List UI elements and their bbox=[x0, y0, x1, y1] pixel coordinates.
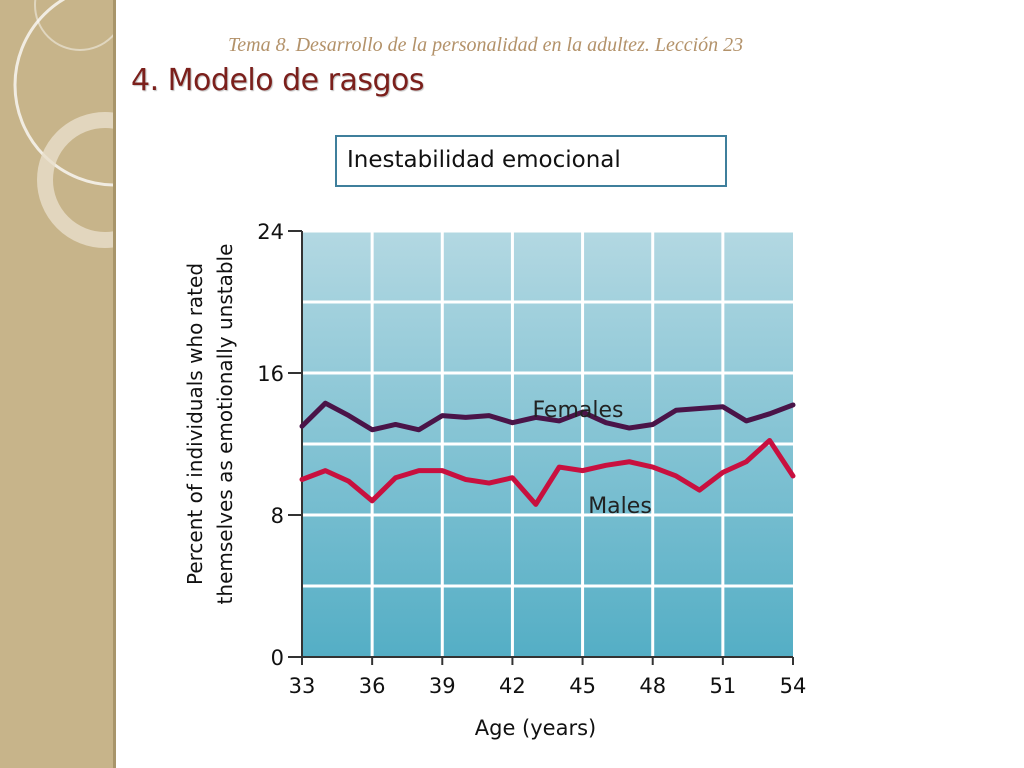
y-axis-label-line: Percent of individuals who rated bbox=[183, 263, 207, 585]
x-tick-label: 45 bbox=[569, 674, 596, 698]
x-tick-label: 42 bbox=[499, 674, 526, 698]
series-label-females: Females bbox=[532, 398, 623, 423]
decorative-sidebar bbox=[0, 0, 113, 768]
y-axis-label-line: themselves as emotionally unstable bbox=[213, 244, 237, 605]
x-tick-label: 39 bbox=[429, 674, 456, 698]
lesson-subtitle: Tema 8. Desarrollo de la personalidad en… bbox=[228, 34, 744, 56]
series-label-males: Males bbox=[588, 494, 652, 519]
ornament-ring bbox=[37, 112, 113, 248]
x-tick-label: 51 bbox=[709, 674, 736, 698]
chart-labels: 33 36 39 42 45 48 51 54 0 8 16 24 Age (years) Percent… bbox=[183, 220, 806, 740]
axes bbox=[288, 230, 794, 665]
series-line-females bbox=[299, 400, 796, 433]
y-tick-label: 24 bbox=[257, 220, 284, 244]
x-tick-label: 33 bbox=[289, 674, 316, 698]
sidebar-circles-ornament bbox=[13, 0, 113, 248]
x-axis-label: Age (years) bbox=[475, 716, 596, 740]
sidebar-edge-line bbox=[113, 0, 116, 768]
x-tick-label: 54 bbox=[780, 674, 807, 698]
series-lines bbox=[299, 400, 796, 507]
series-line-males bbox=[299, 437, 796, 507]
ornament-circle-top bbox=[34, 0, 113, 51]
y-tick-label: 8 bbox=[271, 504, 284, 528]
ornament-circle-large bbox=[13, 0, 113, 187]
y-tick-label: 16 bbox=[257, 362, 284, 386]
chart-caption-box: Inestabilidad emocional bbox=[335, 135, 727, 187]
slide-title: 4. Modelo de rasgos bbox=[131, 63, 425, 98]
x-tick-label: 48 bbox=[639, 674, 666, 698]
grid-lines bbox=[302, 229, 793, 657]
x-tick-label: 36 bbox=[359, 674, 386, 698]
y-tick-label: 0 bbox=[271, 646, 284, 670]
chart-caption: Inestabilidad emocional bbox=[347, 147, 621, 173]
